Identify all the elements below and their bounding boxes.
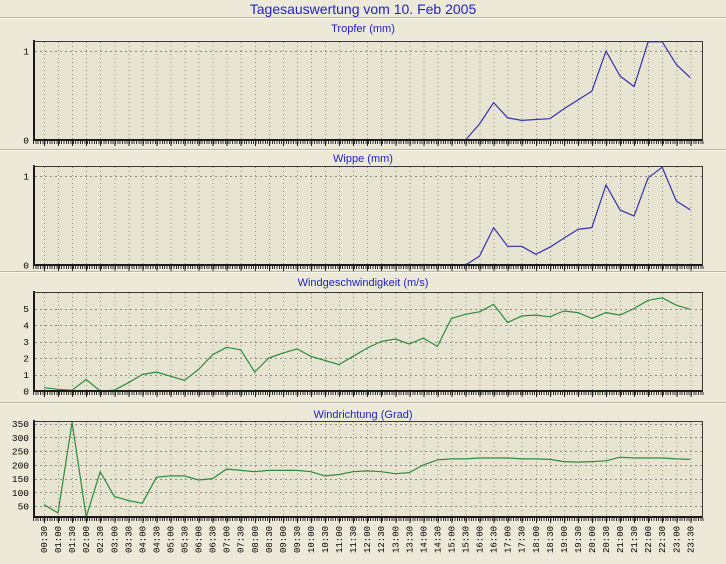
x-tick-label: 13:30 <box>405 526 415 553</box>
x-tick-label: 14:00 <box>419 526 429 553</box>
y-tick-label: 200 <box>12 460 29 471</box>
x-tick-label: 17:30 <box>518 526 528 553</box>
x-tick-label: 07:00 <box>223 526 233 553</box>
panel-windrichtung: Windrichtung (Grad) 50 100 150 200 250 300 350… <box>0 404 726 564</box>
x-tick-label: 12:00 <box>363 526 373 553</box>
y-tick-label: 300 <box>12 433 29 444</box>
x-tick-label: 01:30 <box>68 526 78 553</box>
panel-divider-2 <box>0 271 726 273</box>
x-tick-label: 11:00 <box>335 526 345 553</box>
tropfer-chart: 01 <box>23 40 704 147</box>
x-tick-label: 23:30 <box>686 526 696 553</box>
x-tick-label: 11:30 <box>349 526 359 553</box>
windgeschwindigkeit-chart: 0 1 2 3 4 5 <box>23 291 704 398</box>
x-tick-label: 20:00 <box>588 526 598 553</box>
y-tick-label: 50 <box>18 502 30 513</box>
y-tick-label: 0 <box>23 136 29 147</box>
x-tick-label: 00:30 <box>40 526 50 553</box>
y-tick-label: 4 <box>23 321 29 332</box>
x-tick-label: 10:00 <box>307 526 317 553</box>
chart-title-wippe: Wippe (mm) <box>333 153 393 165</box>
series-line <box>43 421 691 518</box>
header-divider <box>0 17 726 19</box>
y-tick-label: 100 <box>12 488 29 499</box>
x-tick-label: 05:30 <box>181 526 191 553</box>
y-tick-label: 150 <box>12 474 29 485</box>
y-tick-label: 3 <box>23 337 29 348</box>
x-tick-label: 18:00 <box>532 526 542 553</box>
x-tick-label: 23:00 <box>672 526 682 553</box>
x-tick-label: 15:00 <box>447 526 457 553</box>
y-tick-label: 2 <box>23 354 29 365</box>
page-title: Tagesauswertung vom 10. Feb 2005 <box>249 1 477 17</box>
x-tick-label: 08:30 <box>265 526 275 553</box>
x-tick-label: 02:00 <box>82 526 92 553</box>
y-tick-label: 1 <box>23 172 29 183</box>
x-tick-label: 16:00 <box>476 526 486 553</box>
x-tick-label: 22:00 <box>644 526 654 553</box>
x-tick-label: 06:30 <box>209 526 219 553</box>
x-tick-label: 02:30 <box>96 526 106 553</box>
y-tick-label: 1 <box>23 47 29 58</box>
x-tick-label: 08:00 <box>251 526 261 553</box>
x-tick-label: 18:30 <box>546 526 556 553</box>
windrichtung-chart: 50 100 150 200 250 300 350 00:30 01:00 01:30 02:00… <box>12 419 704 553</box>
chart-title-windgeschwindigkeit: Windgeschwindigkeit (m/s) <box>297 277 429 289</box>
x-tick-label: 19:00 <box>560 526 570 553</box>
y-tick-label: 0 <box>23 387 29 398</box>
x-tick-label: 03:30 <box>124 526 134 553</box>
x-tick-label: 22:30 <box>658 526 668 553</box>
panel-divider-1 <box>0 149 726 151</box>
y-tick-label: 0 <box>23 261 29 272</box>
x-tick-label: 13:00 <box>391 526 401 553</box>
panel-windgeschwindigkeit: Windgeschwindigkeit (m/s) 0 1 2 3 4 5 <box>0 272 726 404</box>
x-tick-label: 12:30 <box>377 526 387 553</box>
x-tick-label: 17:00 <box>504 526 514 553</box>
x-tick-label: 09:00 <box>279 526 289 553</box>
series-line <box>43 297 691 392</box>
x-tick-label: 06:00 <box>195 526 205 553</box>
x-tick-label: 05:00 <box>166 526 176 553</box>
x-tick-label: 14:30 <box>433 526 443 553</box>
y-tick-label: 1 <box>23 370 29 381</box>
panel-divider-3 <box>0 402 726 404</box>
x-tick-label: 01:00 <box>54 526 64 553</box>
x-tick-label: 15:30 <box>462 526 472 553</box>
y-tick-label: 5 <box>23 304 29 315</box>
x-tick-label: 04:30 <box>152 526 162 553</box>
x-tick-label: 07:30 <box>237 526 247 553</box>
y-tick-label: 250 <box>12 447 29 458</box>
x-tick-label: 19:30 <box>574 526 584 553</box>
x-tick-label: 21:30 <box>630 526 640 553</box>
x-tick-label: 09:30 <box>293 526 303 553</box>
chart-title-tropfer: Tropfer (mm) <box>331 23 395 35</box>
x-tick-label: 03:00 <box>110 526 120 553</box>
x-tick-label: 16:30 <box>490 526 500 553</box>
x-tick-label: 21:00 <box>616 526 626 553</box>
wippe-chart: 01 <box>23 165 704 272</box>
chart-title-windrichtung: Windrichtung (Grad) <box>313 409 413 421</box>
y-tick-label: 350 <box>12 419 29 430</box>
x-tick-label: 04:00 <box>138 526 148 553</box>
x-tick-label: 10:30 <box>321 526 331 553</box>
x-tick-label: 20:30 <box>602 526 612 553</box>
